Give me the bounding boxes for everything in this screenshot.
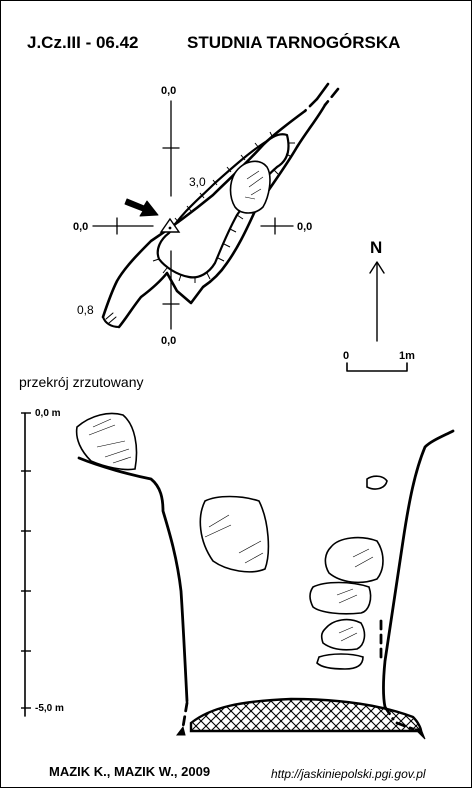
cave-code: J.Cz.III - 06.42 <box>27 33 139 52</box>
depth-top-label: 0,0 m <box>35 408 61 419</box>
boulder-middle-hatch <box>204 514 264 564</box>
plan-wall-lower <box>117 103 327 329</box>
entrance-triangle-icon <box>159 217 181 233</box>
debris-floor <box>189 697 423 733</box>
boulder-middle <box>199 495 270 573</box>
scale-start-label: 0 <box>343 350 349 362</box>
source-url: http://jaskiniepolski.pgi.gov.pl <box>271 767 426 781</box>
axis-label-left: 0,0 <box>73 221 88 233</box>
boulder-small <box>366 475 388 490</box>
plan-wall-dashed-right <box>323 87 340 107</box>
boulder-top <box>75 412 138 471</box>
axis-label-bottom: 0,0 <box>161 335 176 347</box>
plan-wall-dashed-upper <box>303 97 319 113</box>
boulder-right-bottom <box>316 653 364 670</box>
section-title: przekrój zrzutowany <box>19 374 144 390</box>
depth-bottom-label: -5,0 m <box>35 703 64 714</box>
depth-ruler-ticks <box>21 412 31 709</box>
north-arrow-head-icon <box>369 261 385 274</box>
plan-wall-northeast-end <box>315 82 330 101</box>
boulder-right-upper <box>324 536 384 584</box>
plan-view: 0,0 0,0 0,0 0,0 <box>73 82 340 347</box>
section-wall-right <box>382 429 455 709</box>
boulder-right-upper-hatch <box>352 548 374 568</box>
section-wall-left-dashed <box>181 701 189 729</box>
section-wall-left <box>77 456 189 703</box>
plan-passage-ticks <box>105 312 117 324</box>
scale-bar-line <box>346 362 408 372</box>
boulder-right-lower-hatch <box>338 626 358 642</box>
boulder-top-hatch <box>88 418 132 464</box>
north-label: N <box>370 238 382 257</box>
boulder-right-middle <box>309 581 372 615</box>
entrance-arrow-icon <box>124 198 159 217</box>
plan-boulder-hatch <box>244 170 264 200</box>
axis-label-top: 0,0 <box>161 85 176 97</box>
pit-edge <box>156 133 290 279</box>
authors-credit: MAZIK K., MAZIK W., 2009 <box>49 764 210 779</box>
scale-end-label: 1m <box>399 350 415 362</box>
cave-name: STUDNIA TARNOGÓRSKA <box>187 33 400 52</box>
depth-label-lower: 0,8 <box>77 303 94 317</box>
pit-edge-ticks <box>152 131 295 283</box>
depth-ruler: 0,0 m -5,0 m <box>21 408 64 717</box>
section-left-arrow-icon <box>176 725 186 736</box>
scale-bar: 0 1m <box>343 350 415 372</box>
depth-label-upper: 3,0 <box>189 175 206 189</box>
boulder-right-middle-hatch <box>336 588 358 604</box>
entrance-point <box>168 226 172 230</box>
section-view <box>75 412 455 740</box>
plan-passage-end <box>102 316 120 328</box>
axis-label-right: 0,0 <box>297 221 312 233</box>
north-arrow: N <box>369 238 385 342</box>
boulder-right-lower <box>320 618 366 651</box>
plan-boulder <box>229 160 271 214</box>
